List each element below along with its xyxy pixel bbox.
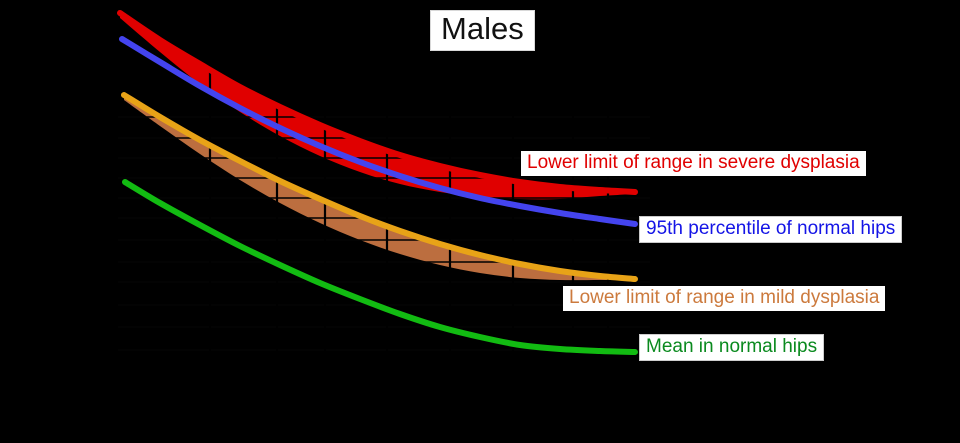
chart-title-text: Males <box>441 11 524 46</box>
legend-label-mean-normal-hips: Mean in normal hips <box>639 334 825 361</box>
legend-label-severe-dysplasia: Lower limit of range in severe dysplasia <box>521 151 866 176</box>
legend-label-95th-percentile-text: 95th percentile of normal hips <box>646 218 896 239</box>
curve-1 <box>119 36 638 227</box>
curve-0 <box>117 10 638 195</box>
curve-3 <box>122 179 638 355</box>
legend-label-95th-percentile: 95th percentile of normal hips <box>639 216 903 243</box>
shaded-bands <box>118 10 650 400</box>
band-fill-0 <box>120 13 635 200</box>
legend-label-mild-dysplasia: Lower limit of range in mild dysplasia <box>563 286 886 311</box>
curve-2 <box>121 92 638 282</box>
data-curves <box>117 10 638 355</box>
legend-label-mild-dysplasia-text: Lower limit of range in mild dysplasia <box>569 287 880 308</box>
band-fill-2 <box>124 95 635 281</box>
legend-label-mean-normal-hips-text: Mean in normal hips <box>646 336 818 357</box>
legend-label-severe-dysplasia-text: Lower limit of range in severe dysplasia <box>527 152 860 173</box>
chart-title: Males <box>430 10 535 51</box>
